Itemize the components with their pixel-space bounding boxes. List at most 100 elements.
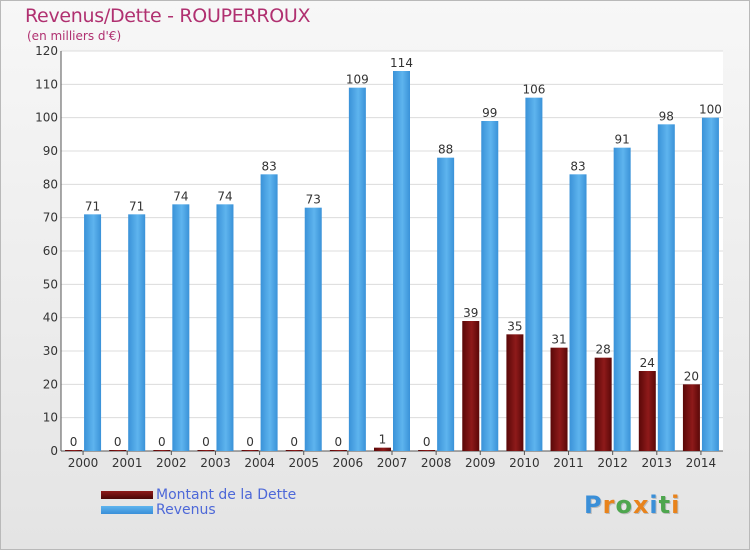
- logo-letter: i: [671, 491, 681, 519]
- bar-revenus: [569, 174, 587, 452]
- data-label-revenus: 74: [173, 189, 188, 203]
- y-tick-label: 90: [43, 144, 58, 158]
- data-label-revenus: 73: [306, 193, 321, 207]
- y-tick-label: 0: [50, 444, 58, 458]
- data-label-revenus: 114: [390, 56, 413, 70]
- x-tick-label: 2013: [642, 456, 673, 470]
- logo-letter: o: [615, 491, 633, 519]
- data-label-dette: 35: [507, 319, 522, 333]
- legend-label-dette: Montant de la Dette: [156, 487, 297, 503]
- x-tick-label: 2008: [421, 456, 452, 470]
- y-tick-label: 20: [43, 377, 58, 391]
- bar-dette: [506, 334, 524, 451]
- x-tick-label: 2004: [244, 456, 275, 470]
- data-label-dette: 0: [335, 435, 343, 449]
- bar-dette: [197, 450, 215, 451]
- x-tick-label: 2010: [509, 456, 540, 470]
- data-label-revenus: 99: [482, 106, 497, 120]
- data-label-revenus: 71: [85, 199, 100, 213]
- x-tick-label: 2012: [597, 456, 628, 470]
- data-label-dette: 24: [640, 356, 655, 370]
- data-label-dette: 0: [114, 435, 122, 449]
- x-tick-label: 2001: [112, 456, 143, 470]
- bar-revenus: [701, 117, 719, 452]
- chart-subtitle: (en milliers d'€): [27, 29, 122, 43]
- data-label-revenus: 109: [346, 73, 369, 87]
- bar-dette: [462, 321, 480, 451]
- bar-revenus: [172, 204, 190, 451]
- data-label-dette: 0: [246, 435, 254, 449]
- x-tick-label: 2011: [553, 456, 584, 470]
- x-tick-label: 2003: [200, 456, 231, 470]
- data-label-revenus: 71: [129, 199, 144, 213]
- bar-dette: [241, 450, 259, 451]
- data-label-dette: 31: [551, 333, 566, 347]
- data-label-dette: 0: [70, 435, 78, 449]
- bar-dette: [594, 357, 612, 451]
- bar-revenus: [657, 124, 675, 451]
- y-tick-label: 40: [43, 311, 58, 325]
- bar-dette: [374, 447, 391, 451]
- bar-dette: [682, 384, 700, 451]
- chart-title: Revenus/Dette - ROUPERROUX: [25, 5, 311, 27]
- data-label-dette: 0: [158, 435, 166, 449]
- y-tick-label: 50: [43, 277, 58, 291]
- bar-revenus: [613, 147, 631, 451]
- y-tick-label: 60: [43, 244, 58, 258]
- y-tick-label: 110: [35, 77, 58, 91]
- bar-revenus: [525, 97, 543, 452]
- data-label-revenus: 88: [438, 143, 453, 157]
- y-tick-label: 10: [43, 411, 58, 425]
- data-label-dette: 39: [463, 306, 478, 320]
- data-label-revenus: 74: [217, 189, 232, 203]
- logo-letter: i: [649, 491, 659, 519]
- data-label-revenus: 83: [570, 159, 585, 173]
- y-tick-label: 100: [35, 111, 58, 125]
- x-tick-label: 2005: [288, 456, 319, 470]
- bar-dette: [109, 450, 127, 451]
- logo-letter: t: [658, 491, 672, 519]
- bar-revenus: [260, 174, 278, 452]
- legend-swatch-dette: [101, 491, 153, 499]
- y-tick-label: 120: [35, 44, 58, 58]
- data-label-revenus: 106: [522, 83, 545, 97]
- proxiti-logo: Proxiti: [584, 491, 680, 519]
- legend-label-revenus: Revenus: [156, 502, 216, 518]
- logo-letter: x: [632, 491, 650, 519]
- bar-dette: [153, 450, 171, 451]
- data-label-dette: 0: [202, 435, 210, 449]
- bar-dette: [418, 450, 436, 451]
- bar-revenus: [481, 121, 499, 451]
- data-label-dette: 20: [684, 369, 699, 383]
- bar-revenus: [304, 207, 322, 451]
- bar-revenus: [84, 214, 102, 451]
- y-tick-label: 30: [43, 344, 58, 358]
- data-label-dette: 28: [596, 343, 611, 357]
- bar-dette: [329, 450, 347, 451]
- x-tick-label: 2009: [465, 456, 496, 470]
- bar-revenus: [437, 157, 455, 451]
- legend-swatch-revenus: [101, 506, 153, 514]
- bar-revenus: [128, 214, 146, 451]
- data-label-dette: 0: [290, 435, 298, 449]
- bar-dette: [65, 450, 83, 451]
- x-tick-label: 2002: [156, 456, 187, 470]
- logo-letter: r: [602, 491, 616, 519]
- x-tick-label: 2000: [68, 456, 99, 470]
- bar-dette: [285, 450, 303, 451]
- x-tick-label: 2006: [333, 456, 364, 470]
- x-tick-label: 2007: [377, 456, 408, 470]
- data-label-revenus: 98: [659, 109, 674, 123]
- y-tick-label: 80: [43, 177, 58, 191]
- data-label-revenus: 100: [699, 103, 722, 117]
- logo-letter: P: [584, 491, 603, 519]
- data-label-dette: 1: [379, 433, 387, 447]
- data-label-dette: 0: [423, 435, 431, 449]
- y-tick-label: 70: [43, 211, 58, 225]
- bar-revenus: [348, 87, 366, 452]
- bar-revenus: [393, 71, 410, 451]
- bar-dette: [638, 371, 656, 451]
- bar-revenus: [216, 204, 234, 451]
